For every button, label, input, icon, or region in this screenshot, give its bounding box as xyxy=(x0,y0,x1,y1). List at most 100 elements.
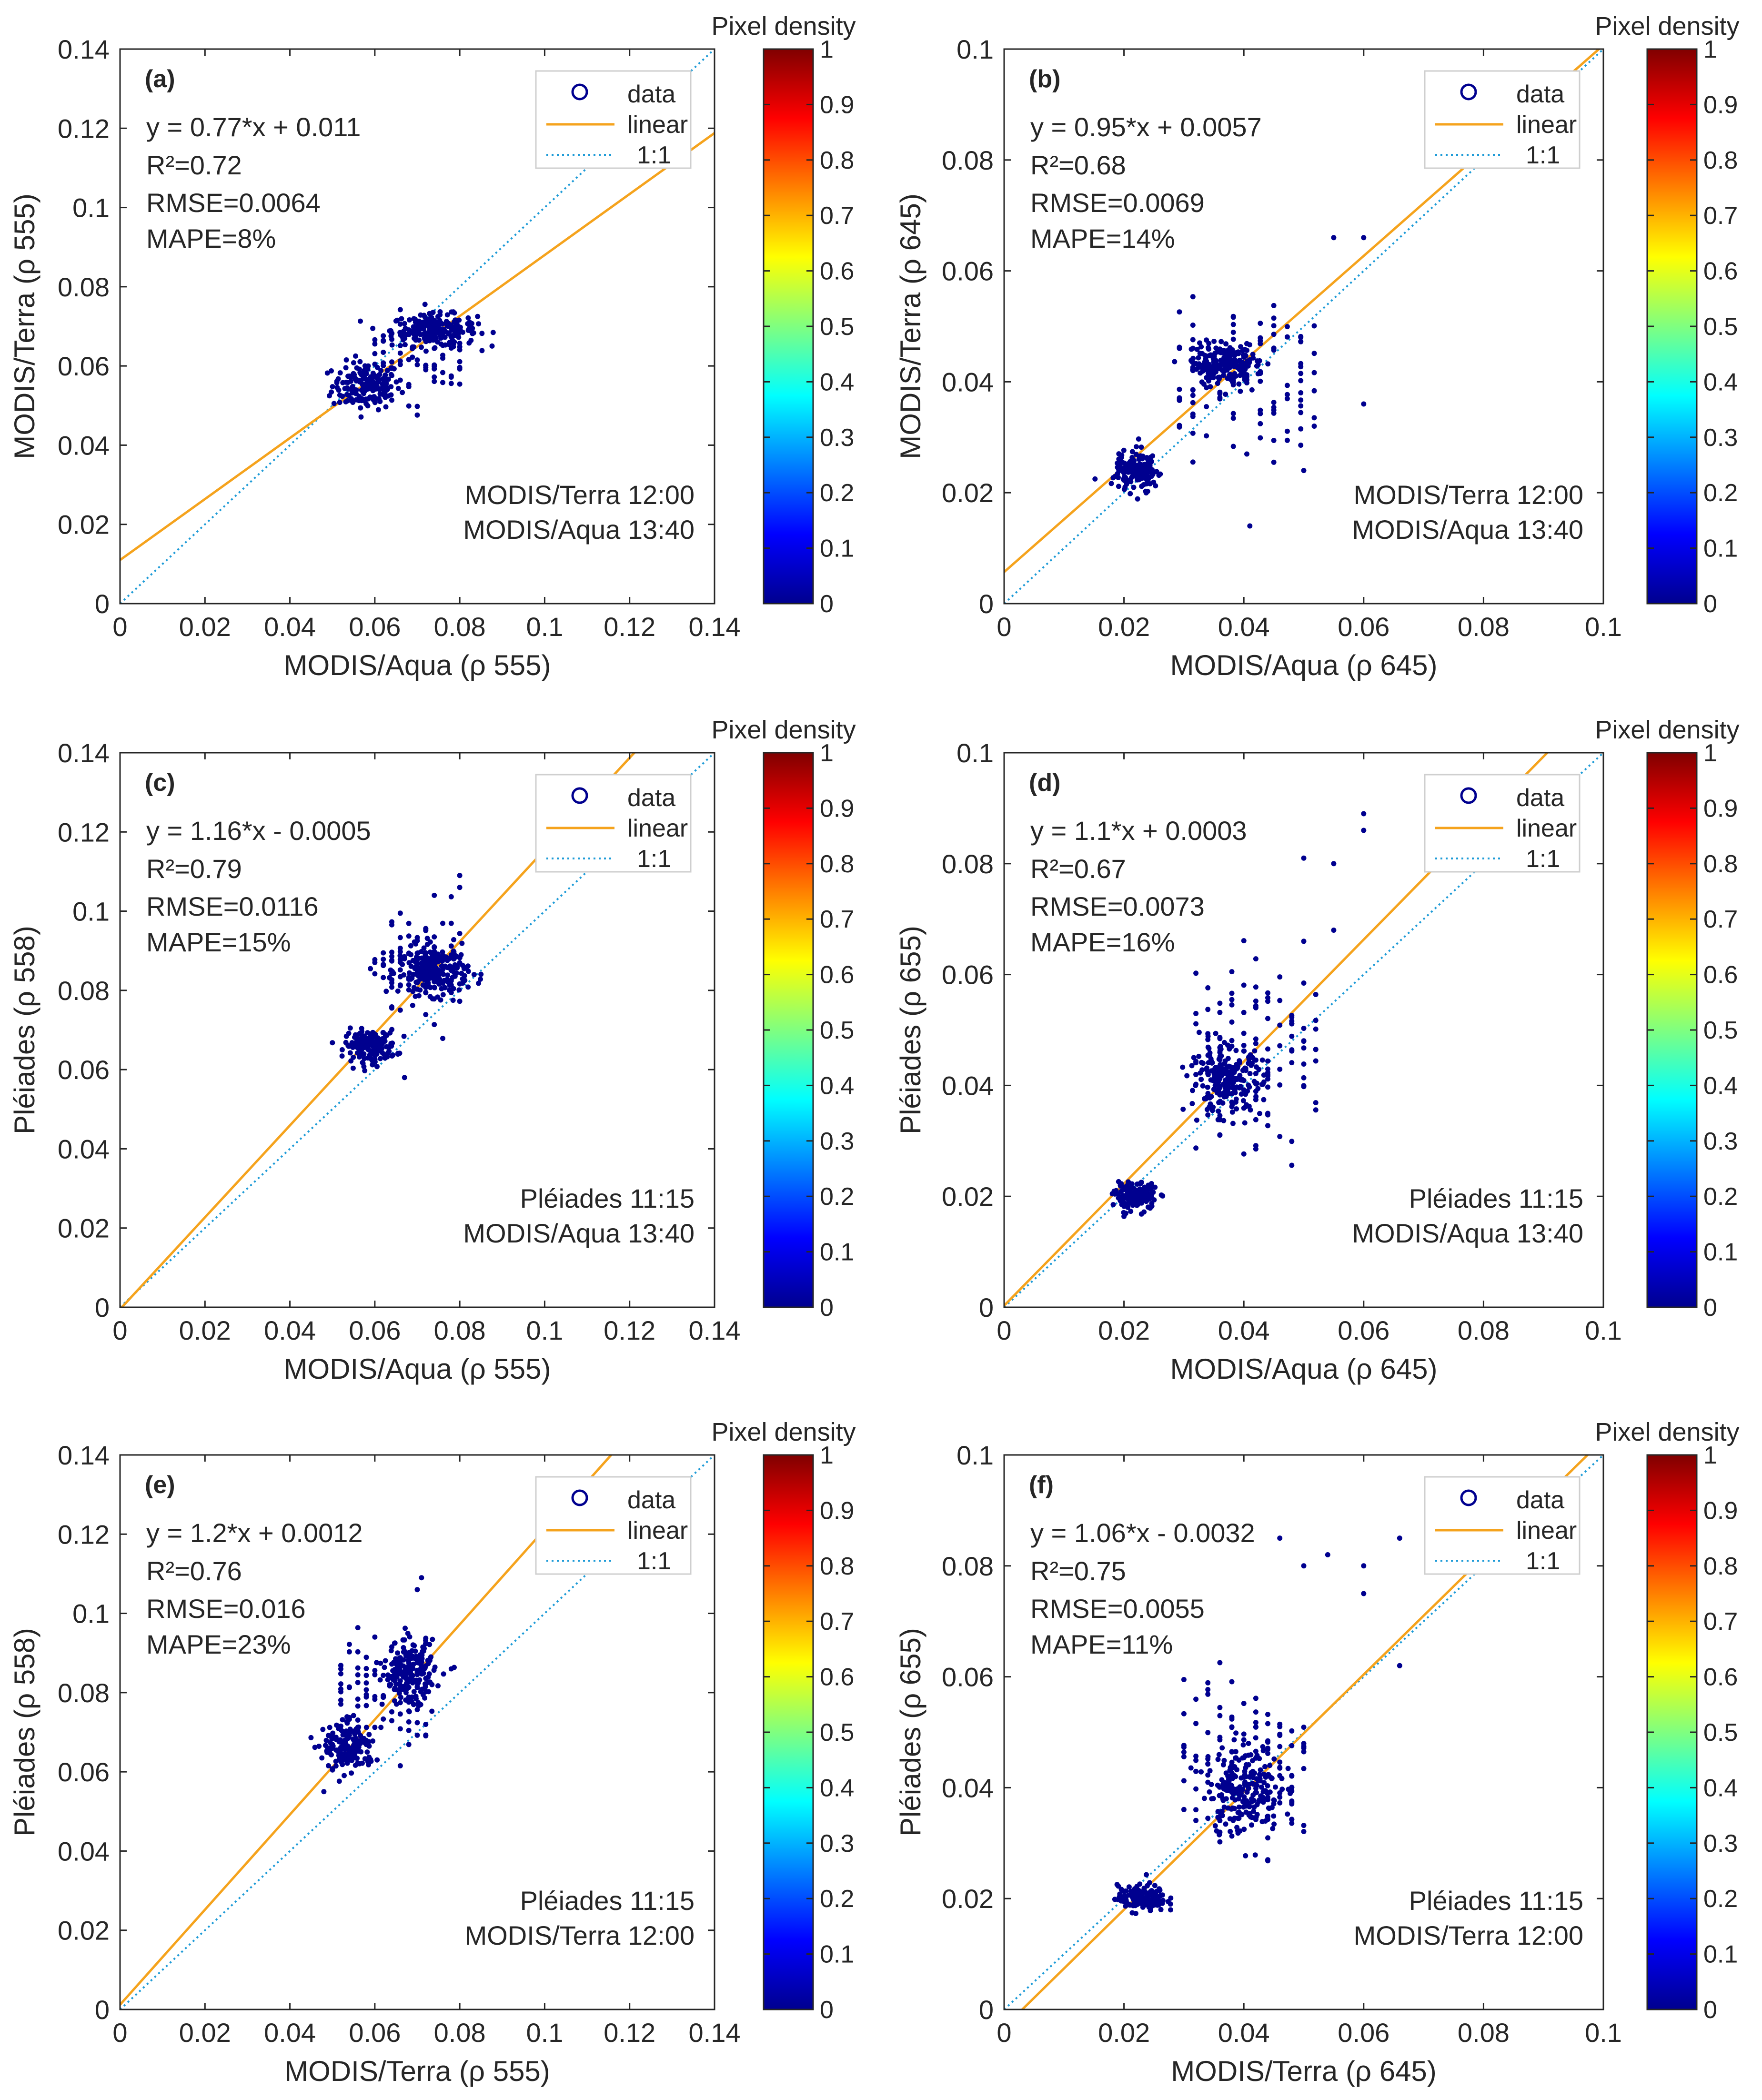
data-point xyxy=(1311,415,1317,421)
data-point xyxy=(423,1012,429,1018)
data-point xyxy=(400,390,405,395)
data-point xyxy=(349,1746,354,1752)
data-point xyxy=(347,1050,353,1056)
data-point xyxy=(402,1648,407,1654)
data-point xyxy=(1265,1783,1270,1788)
data-point xyxy=(1121,470,1127,475)
data-point xyxy=(1224,353,1230,359)
data-point xyxy=(1361,1591,1367,1596)
data-point xyxy=(1205,1779,1211,1785)
note-line-1: Pléiades 11:15 xyxy=(520,1183,695,1213)
data-point xyxy=(1131,470,1137,476)
data-point xyxy=(425,1657,431,1663)
data-point xyxy=(1216,374,1221,380)
legend-label: linear xyxy=(1516,1517,1577,1545)
data-point xyxy=(346,1030,352,1036)
data-point xyxy=(1188,1765,1194,1771)
data-point xyxy=(1249,1770,1254,1776)
y-tick-label: 0.12 xyxy=(58,1519,110,1549)
data-point xyxy=(378,1660,383,1666)
data-point xyxy=(389,342,395,348)
data-point xyxy=(352,1731,358,1737)
x-tick-label: 0.12 xyxy=(604,612,655,642)
data-point xyxy=(1204,385,1209,391)
legend-label: data xyxy=(627,81,675,108)
data-point xyxy=(1259,1784,1264,1790)
data-point xyxy=(1146,1182,1151,1188)
data-point xyxy=(459,940,465,946)
legend-marker-data xyxy=(1460,1489,1477,1506)
data-point xyxy=(1138,464,1144,470)
data-point xyxy=(1253,1755,1259,1761)
data-point xyxy=(352,1762,358,1768)
data-point xyxy=(1284,392,1290,397)
panel-label: (f) xyxy=(1029,1471,1054,1499)
data-point xyxy=(397,362,403,367)
data-point xyxy=(1289,1728,1295,1734)
data-point xyxy=(1265,1857,1270,1863)
data-point xyxy=(1149,1898,1155,1904)
data-point xyxy=(1116,451,1122,457)
data-point xyxy=(412,335,417,341)
data-point xyxy=(397,1661,403,1666)
data-point xyxy=(1144,1895,1150,1900)
data-point xyxy=(1229,1002,1235,1008)
data-point xyxy=(1121,447,1127,453)
data-point xyxy=(1229,997,1235,1002)
scatter-points xyxy=(1092,235,1367,529)
data-point xyxy=(388,365,394,371)
data-point xyxy=(411,344,417,350)
data-point xyxy=(1232,371,1238,376)
data-point xyxy=(386,393,391,399)
y-axis-label: Pléiades (ρ 558) xyxy=(9,926,40,1134)
data-point xyxy=(351,1713,356,1718)
data-point xyxy=(390,1052,396,1058)
data-point xyxy=(1253,1005,1259,1010)
data-point xyxy=(1205,1816,1211,1821)
colorbar-title: Pixel density xyxy=(1595,1418,1739,1446)
colorbar-tick-label: 0.9 xyxy=(820,795,854,822)
data-point xyxy=(408,943,413,949)
data-point xyxy=(414,357,420,363)
data-point xyxy=(358,405,363,411)
x-tick-label: 0.08 xyxy=(434,1315,486,1345)
data-point xyxy=(1311,388,1317,394)
data-point xyxy=(355,1649,361,1655)
data-point xyxy=(372,971,378,977)
data-point xyxy=(423,1641,429,1646)
data-point xyxy=(471,972,477,978)
data-point xyxy=(1265,361,1271,367)
data-point xyxy=(364,386,370,392)
data-point xyxy=(414,327,420,333)
legend-marker-data xyxy=(571,787,588,804)
data-point xyxy=(1270,1826,1276,1831)
scatter-points xyxy=(1109,811,1367,1219)
data-point xyxy=(1285,1766,1291,1771)
data-point xyxy=(359,1029,365,1034)
data-point xyxy=(1160,1193,1166,1199)
plot-frame xyxy=(119,752,715,1308)
data-point xyxy=(1122,465,1128,470)
data-point xyxy=(1223,1796,1229,1802)
data-point xyxy=(1211,339,1217,344)
data-point xyxy=(1265,1835,1270,1841)
data-point xyxy=(1277,1800,1283,1806)
data-point xyxy=(402,1075,407,1080)
data-point xyxy=(389,971,394,977)
data-point xyxy=(1217,1085,1223,1090)
data-point xyxy=(423,330,429,336)
data-point xyxy=(389,336,394,342)
data-point xyxy=(1204,362,1209,367)
data-point xyxy=(1277,1724,1283,1729)
scatter-points xyxy=(324,302,496,420)
data-point xyxy=(1217,1829,1223,1835)
data-point xyxy=(1225,1082,1230,1088)
data-point xyxy=(1235,1063,1241,1069)
note-line-1: Pléiades 11:15 xyxy=(1409,1183,1583,1213)
data-point xyxy=(423,965,429,970)
data-point xyxy=(411,316,417,322)
data-point xyxy=(470,325,475,331)
x-tick-label: 0.04 xyxy=(264,2018,316,2048)
data-point xyxy=(1225,1773,1231,1779)
y-tick-label: 0 xyxy=(979,589,994,619)
